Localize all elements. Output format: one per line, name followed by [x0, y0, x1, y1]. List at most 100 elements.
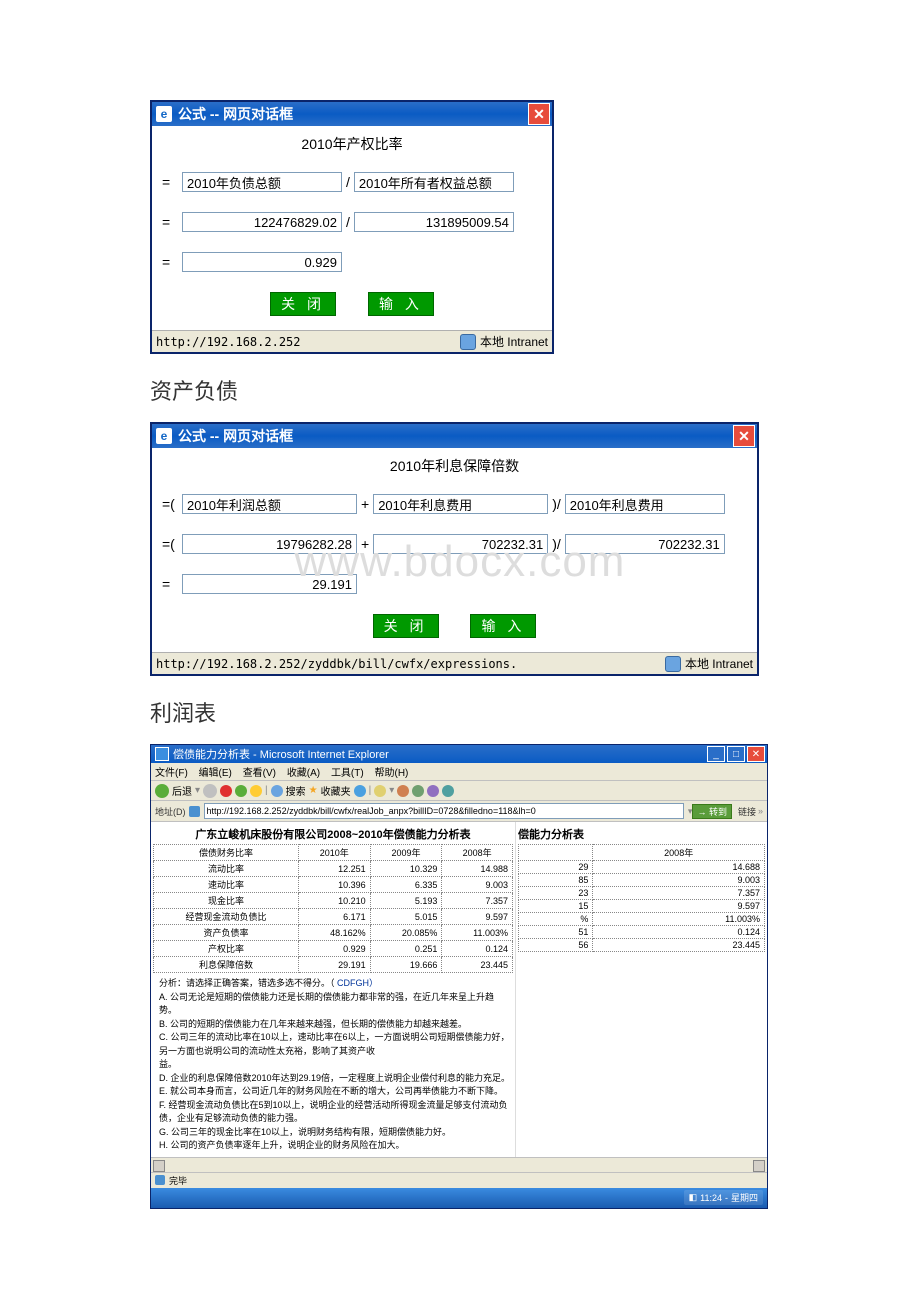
menu-file[interactable]: 文件(F): [155, 768, 188, 779]
table-cell: 5.193: [370, 893, 442, 909]
field-equity-total[interactable]: [354, 172, 514, 192]
table-cell: 85: [519, 874, 593, 887]
close-button[interactable]: ✕: [528, 103, 550, 125]
table-cell: 0.124: [593, 926, 765, 939]
table-cell: 11.003%: [593, 913, 765, 926]
table-header: 2009年: [370, 845, 442, 861]
back-icon[interactable]: [155, 784, 169, 798]
status-url: http://192.168.2.252/zyddbk/bill/cwfx/ex…: [156, 657, 661, 671]
table-row: 237.357: [519, 887, 765, 900]
table-row: 510.124: [519, 926, 765, 939]
note-line: E. 就公司本身而言，公司近几年的财务风险在不断的增大，公司再举债能力不断下降。: [159, 1085, 511, 1099]
input-action-button[interactable]: 输 入: [470, 614, 536, 638]
paren-div: )/: [548, 496, 565, 512]
table-header: 2010年: [298, 845, 370, 861]
table-cell: 10.396: [298, 877, 370, 893]
print-icon[interactable]: [397, 785, 409, 797]
history-icon[interactable]: [354, 785, 366, 797]
table-row: 2914.688: [519, 861, 765, 874]
ie-content-area: 广东立峻机床股份有限公司2008~2010年偿债能力分析表 偿债财务比率2010…: [151, 822, 767, 1157]
mail-icon[interactable]: [374, 785, 386, 797]
field-interest-2[interactable]: [565, 494, 725, 514]
close-button[interactable]: ✕: [733, 425, 755, 447]
field-interest-value-2[interactable]: [565, 534, 725, 554]
search-label[interactable]: 搜索: [286, 783, 306, 798]
table-header: 偿债财务比率: [154, 845, 299, 861]
ie-status-bar: 完毕: [151, 1172, 767, 1188]
ie-page-icon: e: [156, 106, 172, 122]
field-equity-value[interactable]: [354, 212, 514, 232]
field-profit-total[interactable]: [182, 494, 357, 514]
equals-sign: =: [162, 214, 182, 230]
formula-row-1: = /: [162, 172, 542, 192]
notes-answer: CDFGH）: [337, 978, 378, 988]
note-line: A. 公司无论是短期的偿债能力还是长期的偿债能力都非常的强，在近几年来呈上升趋势…: [159, 991, 511, 1018]
discuss-icon[interactable]: [427, 785, 439, 797]
field-result[interactable]: [182, 252, 342, 272]
ie-address-bar: 地址(D) ▾ → 转到 链接 »: [151, 801, 767, 822]
field-interest-value-1[interactable]: [373, 534, 548, 554]
fav-label[interactable]: 收藏夹: [321, 783, 351, 798]
equals-sign: =: [162, 254, 182, 270]
table-cell: 0.929: [298, 941, 370, 957]
field-profit-value[interactable]: [182, 534, 357, 554]
menu-view[interactable]: 查看(V): [243, 768, 276, 779]
edit-icon[interactable]: [412, 785, 424, 797]
horizontal-scrollbar[interactable]: [151, 1157, 767, 1172]
maximize-button[interactable]: □: [727, 746, 745, 762]
table-cell: 9.003: [593, 874, 765, 887]
forward-icon[interactable]: [203, 784, 217, 798]
table-cell: 0.251: [370, 941, 442, 957]
table-row: 速动比率10.3966.3359.003: [154, 877, 513, 893]
tray-date: 星期四: [731, 1191, 758, 1204]
ie-toolbar: 后退 ▾ | 搜索 ★ 收藏夹 | ▾: [151, 781, 767, 801]
row-label: 流动比率: [154, 861, 299, 877]
field-debt-total[interactable]: [182, 172, 342, 192]
close-action-button[interactable]: 关 闭: [373, 614, 439, 638]
table-cell: 10.329: [370, 861, 442, 877]
table-row: 859.003: [519, 874, 765, 887]
dialog-heading: 2010年产权比率: [162, 134, 542, 154]
formula-row-3: =: [162, 574, 747, 594]
search-icon[interactable]: [271, 785, 283, 797]
table-cell: 19.666: [370, 957, 442, 973]
ie-menubar: 文件(F) 编辑(E) 查看(V) 收藏(A) 工具(T) 帮助(H): [151, 763, 767, 781]
field-interest-1[interactable]: [373, 494, 548, 514]
home-icon[interactable]: [250, 785, 262, 797]
links-label[interactable]: 链接: [738, 805, 756, 818]
analysis-table-title: 广东立峻机床股份有限公司2008~2010年偿债能力分析表: [153, 824, 513, 844]
menu-tools[interactable]: 工具(T): [331, 768, 364, 779]
table-row: 经营现金流动负债比6.1715.0159.597: [154, 909, 513, 925]
dialog-heading: 2010年利息保障倍数: [162, 456, 747, 476]
table-cell: 23: [519, 887, 593, 900]
dialog-title: 公式 -- 网页对话框: [178, 426, 733, 446]
menu-help[interactable]: 帮助(H): [375, 768, 409, 779]
menu-fav[interactable]: 收藏(A): [287, 768, 320, 779]
table-cell: %: [519, 913, 593, 926]
close-window-button[interactable]: ✕: [747, 746, 765, 762]
row-label: 产权比率: [154, 941, 299, 957]
table-cell: 7.357: [593, 887, 765, 900]
menu-edit[interactable]: 编辑(E): [199, 768, 232, 779]
table-cell: 9.597: [593, 900, 765, 913]
go-button[interactable]: → 转到: [692, 804, 732, 819]
stop-icon[interactable]: [220, 785, 232, 797]
system-tray[interactable]: ◧ 11:24 - 星期四: [684, 1190, 763, 1205]
input-action-button[interactable]: 输 入: [368, 292, 434, 316]
ie-window-title: 偿债能力分析表 - Microsoft Internet Explorer: [173, 746, 707, 762]
done-icon: [155, 1175, 165, 1185]
analysis-notes: 分析：请选择正确答案，错选多选不得分。（ CDFGH） A. 公司无论是短期的偿…: [153, 973, 513, 1155]
field-result[interactable]: [182, 574, 357, 594]
table-cell: 29: [519, 861, 593, 874]
field-debt-value[interactable]: [182, 212, 342, 232]
address-input[interactable]: [204, 803, 684, 819]
table-cell: 56: [519, 939, 593, 952]
table-cell: 9.597: [442, 909, 513, 925]
close-action-button[interactable]: 关 闭: [270, 292, 336, 316]
refresh-icon[interactable]: [235, 785, 247, 797]
dialog-body: 2010年产权比率 = / = / = 关 闭 输 入: [152, 126, 552, 330]
extra-icon[interactable]: [442, 785, 454, 797]
back-label[interactable]: 后退: [172, 783, 192, 798]
minimize-button[interactable]: _: [707, 746, 725, 762]
plus-sign: +: [357, 536, 373, 552]
